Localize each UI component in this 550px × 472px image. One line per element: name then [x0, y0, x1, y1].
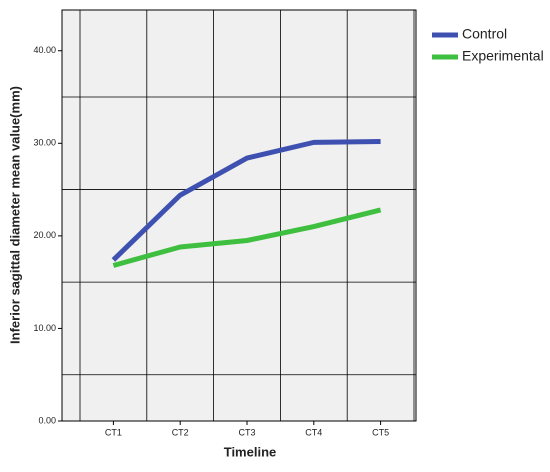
y-tick-label: 20.00: [33, 230, 56, 240]
series-line: [111, 138, 381, 262]
y-tick-label: 30.00: [33, 138, 56, 148]
x-tick-label: CT1: [105, 427, 122, 437]
legend-label: Experimental: [462, 48, 544, 64]
y-tick-label: 40.00: [33, 45, 56, 55]
x-tick-label: CT2: [172, 427, 189, 437]
series-line: [112, 207, 382, 268]
y-tick-label: 10.00: [33, 323, 56, 333]
y-axis-title: Inferior sagittal diameter mean value(mm…: [7, 86, 22, 344]
legend-label: Control: [462, 26, 507, 42]
y-tick-label: 0.00: [38, 415, 56, 425]
x-tick-label: CT5: [372, 427, 389, 437]
x-tick-label: CT3: [238, 427, 255, 437]
x-axis-title: Timeline: [224, 444, 277, 459]
x-tick-label: CT4: [305, 427, 322, 437]
